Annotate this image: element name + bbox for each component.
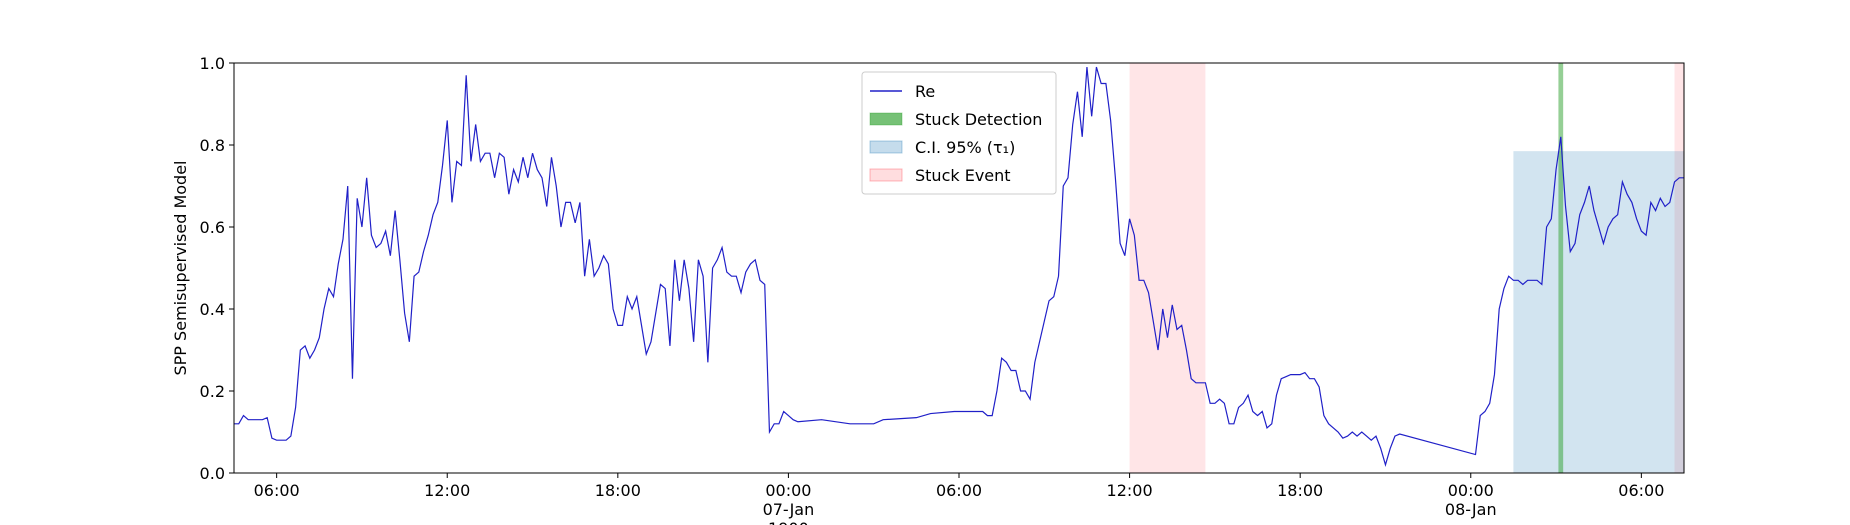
x-tick-label: 12:00 [424,481,470,500]
legend-patch [869,140,903,154]
x-tick-label: 18:00 [1277,481,1323,500]
y-tick-label: 0.4 [200,300,225,319]
y-tick-label: 0.8 [200,136,225,155]
y-tick-label: 0.6 [200,218,225,237]
shaded-region [1513,151,1684,473]
legend-label: Stuck Event [915,166,1011,185]
y-tick-label: 0.0 [200,464,225,483]
y-tick-label: 0.2 [200,382,225,401]
shaded-region [1674,63,1684,473]
legend-patch [869,168,903,182]
x-tick-label: 00:00 08-Jan [1445,481,1497,519]
legend-patch [869,112,903,126]
legend-label: Stuck Detection [915,110,1042,129]
legend-label: C.I. 95% (τ₁) [915,138,1015,157]
legend: Re Stuck Detection C.I. 95% (τ₁) Stuck Even… [861,71,1057,195]
x-tick-label: 06:00 [936,481,982,500]
x-tick-label: 06:00 [254,481,300,500]
x-tick-label: 06:00 [1618,481,1664,500]
y-tick-label: 1.0 [200,54,225,73]
legend-label: Re [915,82,935,101]
y-axis-label: SPP Semisupervised Model [171,161,190,376]
x-tick-label: 18:00 [595,481,641,500]
legend-box [861,71,1057,195]
data-line [234,66,1684,467]
x-tick-label: 12:00 [1107,481,1153,500]
shaded-region [1558,63,1564,473]
shaded-region [1129,63,1206,473]
